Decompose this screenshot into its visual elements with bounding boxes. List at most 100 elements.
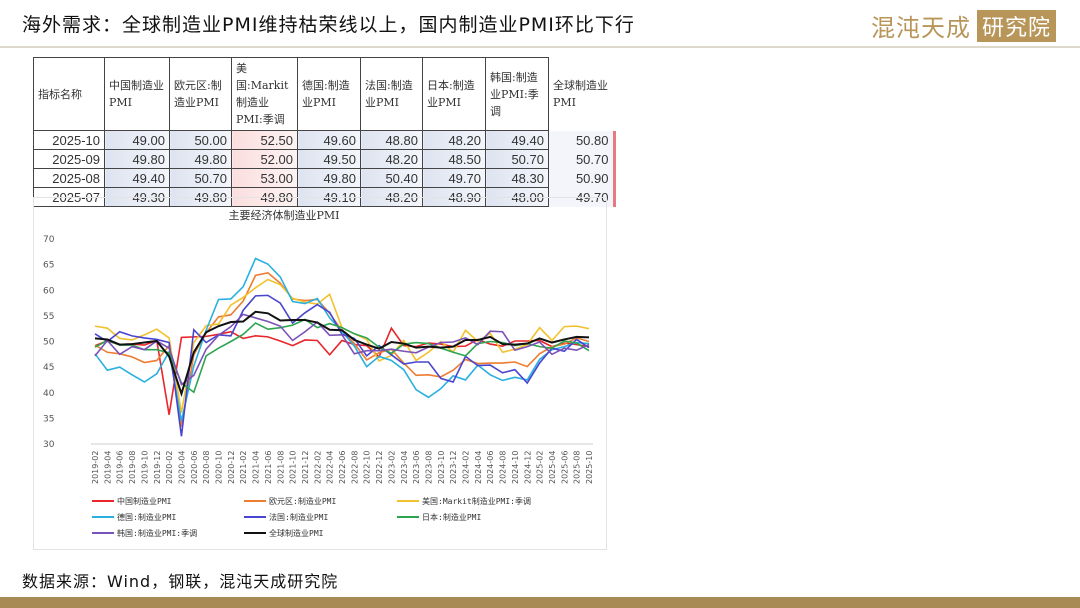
x-tick-label: 2024-04 (474, 451, 483, 484)
x-tick-label: 2022-04 (326, 451, 335, 484)
x-tick-label: 2024-02 (462, 451, 471, 484)
x-tick-label: 2019-06 (116, 451, 125, 484)
column-header: 美国:Markit制造业PMI:季调 (231, 57, 298, 131)
x-tick-label: 2022-08 (350, 451, 359, 484)
x-tick-label: 2021-08 (276, 451, 285, 484)
legend-label: 美国:Markit制造业PMI:季调 (422, 496, 531, 506)
x-tick-label: 2025-02 (536, 451, 545, 484)
column-header: 法国:制造业PMI (360, 57, 423, 131)
series-line (94, 294, 590, 437)
x-tick-label: 2023-04 (400, 451, 409, 484)
x-tick-label: 2023-10 (437, 451, 446, 484)
table-cell: 50.70 (485, 149, 549, 169)
logo-text: 混沌天成 (870, 14, 971, 42)
table-row: 2025-10 49.00 50.00 52.50 49.60 48.80 48.20 49.… (33, 130, 616, 150)
x-tick-label: 2025-06 (560, 451, 569, 484)
table-cell: 50.70 (169, 168, 232, 188)
column-header: 欧元区:制造业PMI (169, 57, 232, 131)
x-tick-label: 2023-02 (387, 451, 396, 484)
x-tick-label: 2024-12 (523, 451, 532, 484)
table-cell: 49.70 (422, 168, 486, 188)
column-header: 韩国:制造业PMI:季调 (485, 57, 549, 131)
x-tick-label: 2025-04 (548, 451, 557, 484)
legend-label: 韩国:制造业PMI:季调 (117, 528, 197, 538)
y-tick-label: 60 (43, 286, 55, 296)
x-tick-label: 2019-02 (91, 451, 100, 484)
x-tick-label: 2025-08 (573, 451, 582, 484)
logo: 混沌天成 研究院 (871, 8, 1056, 43)
x-tick-label: 2022-02 (313, 451, 322, 484)
x-tick-label: 2024-10 (511, 451, 520, 484)
x-tick-label: 2022-12 (375, 451, 384, 484)
header-divider (0, 46, 1080, 48)
table-cell: 49.60 (297, 130, 361, 150)
y-tick-label: 70 (43, 235, 55, 245)
chart-title: 主要经济体制造业PMI (228, 208, 339, 222)
pmi-table: 指标名称 中国制造业PMI 欧元区:制造业PMI 美国:Markit制造业PMI:季调… (33, 57, 616, 207)
column-header: 德国:制造业PMI (297, 57, 361, 131)
page-title: 海外需求：全球制造业PMI维持枯荣线以上，国内制造业PMI环比下行 (22, 14, 635, 36)
y-tick-label: 30 (43, 440, 55, 450)
table-cell: 49.40 (104, 168, 170, 188)
x-tick-label: 2022-10 (363, 451, 372, 484)
row-date: 2025-10 (33, 130, 105, 150)
y-tick-label: 40 (43, 389, 55, 399)
legend-label: 日本:制造业PMI (422, 512, 481, 522)
y-tick-label: 65 (43, 261, 54, 271)
x-tick-label: 2021-10 (289, 451, 298, 484)
logo-badge: 研究院 (976, 9, 1056, 42)
pmi-chart: 主要经济体制造业PMI 30 35 40 45 50 55 60 65 70 2019-02 2019… (33, 197, 607, 550)
x-tick-label: 2019-08 (128, 451, 137, 484)
x-tick-label: 2019-10 (140, 451, 149, 484)
table-cell: 48.30 (485, 168, 549, 188)
table-cell: 49.40 (485, 130, 549, 150)
data-source: 数据来源：Wind，钢联，混沌天成研究院 (22, 572, 339, 591)
x-tick-label: 2024-06 (486, 451, 495, 484)
y-tick-label: 50 (43, 338, 55, 348)
x-tick-label: 2025-10 (585, 451, 594, 484)
table-cell: 50.40 (360, 168, 423, 188)
x-tick-label: 2020-12 (227, 451, 236, 484)
x-tick-label: 2023-08 (424, 451, 433, 484)
table-cell: 49.50 (297, 149, 361, 169)
legend-label: 中国制造业PMI (117, 496, 172, 506)
legend-label: 法国:制造业PMI (269, 512, 328, 522)
table-cell: 52.50 (231, 130, 298, 150)
series-line (94, 310, 590, 398)
x-tick-label: 2021-06 (264, 451, 273, 484)
column-header: 指标名称 (33, 57, 105, 131)
column-header: 全球制造业PMI (553, 79, 608, 109)
table-cell: 49.80 (169, 149, 232, 169)
table-row: 2025-08 49.40 50.70 53.00 49.80 50.40 49.70 48.… (33, 168, 616, 188)
table-cell: 53.00 (231, 168, 298, 188)
x-tick-label: 2021-12 (301, 451, 310, 484)
column-header: 中国制造业PMI (104, 57, 170, 131)
x-tick-label: 2019-04 (103, 451, 112, 484)
table-cell: 48.20 (422, 130, 486, 150)
x-tick-label: 2020-10 (215, 451, 224, 484)
table-cell: 50.80 (548, 130, 616, 150)
table-cell: 50.70 (548, 149, 616, 169)
series-line (94, 313, 590, 386)
x-tick-label: 2021-04 (252, 451, 261, 484)
table-cell: 48.20 (360, 149, 423, 169)
y-tick-label: 45 (43, 363, 54, 373)
x-tick-label: 2020-08 (202, 451, 211, 484)
x-tick-label: 2020-04 (177, 451, 186, 484)
row-date: 2025-09 (33, 149, 105, 169)
legend-label: 全球制造业PMI (269, 528, 324, 538)
table-cell: 49.80 (104, 149, 170, 169)
x-tick-label: 2023-12 (449, 451, 458, 484)
y-tick-label: 55 (43, 312, 54, 322)
row-date: 2025-08 (33, 168, 105, 188)
x-tick-label: 2020-06 (190, 451, 199, 484)
table-cell: 48.50 (422, 149, 486, 169)
table-cell: 49.80 (297, 168, 361, 188)
x-tick-label: 2019-12 (153, 451, 162, 484)
x-tick-label: 2020-02 (165, 451, 174, 484)
legend-label: 欧元区:制造业PMI (269, 496, 336, 506)
table-row: 2025-09 49.80 49.80 52.00 49.50 48.20 48.50 50.… (33, 149, 616, 169)
x-tick-label: 2024-08 (499, 451, 508, 484)
footer-bar (0, 597, 1080, 608)
